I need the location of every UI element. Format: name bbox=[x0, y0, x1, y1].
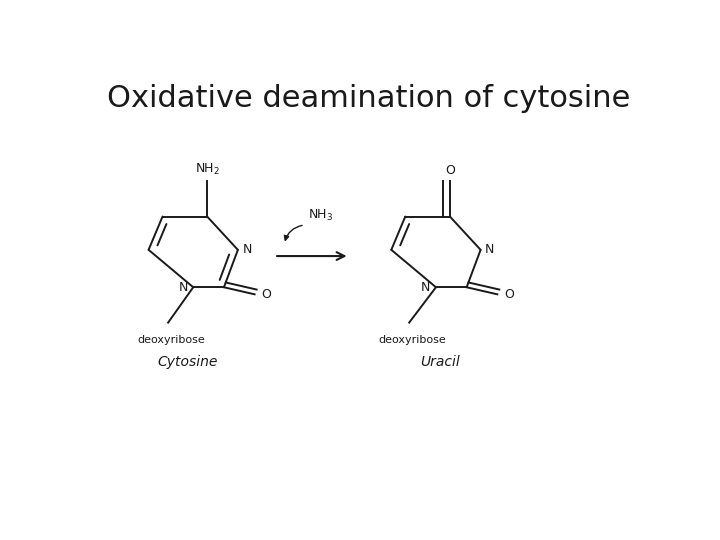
Text: Oxidative deamination of cytosine: Oxidative deamination of cytosine bbox=[107, 84, 631, 112]
Text: N: N bbox=[243, 244, 252, 256]
Text: O: O bbox=[504, 288, 514, 301]
Text: Cytosine: Cytosine bbox=[158, 355, 218, 369]
Text: deoxyribose: deoxyribose bbox=[379, 335, 446, 345]
Text: deoxyribose: deoxyribose bbox=[137, 335, 204, 345]
Text: O: O bbox=[445, 164, 455, 177]
Text: N: N bbox=[179, 281, 188, 294]
Text: N: N bbox=[421, 281, 431, 294]
Text: NH$_2$: NH$_2$ bbox=[194, 162, 220, 177]
Text: O: O bbox=[261, 288, 271, 301]
Text: N: N bbox=[485, 244, 495, 256]
Text: NH$_3$: NH$_3$ bbox=[307, 208, 333, 223]
Text: Uracil: Uracil bbox=[420, 355, 460, 369]
